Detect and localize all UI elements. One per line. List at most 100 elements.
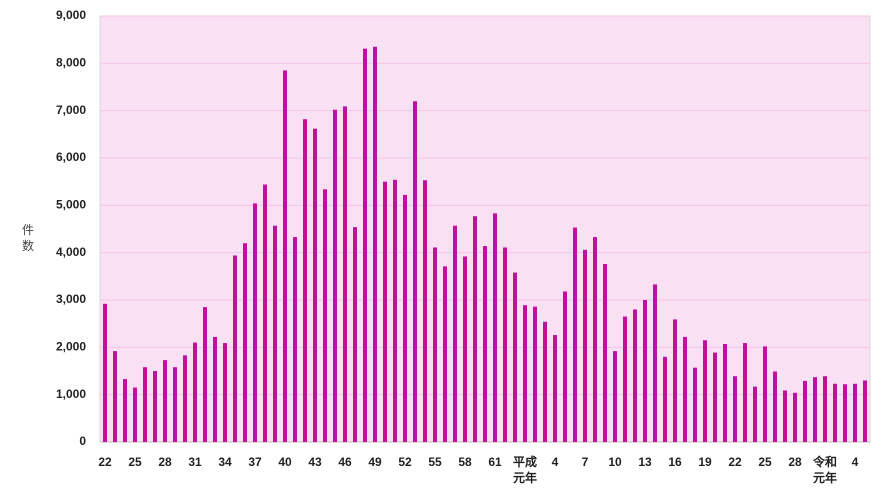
bar	[733, 376, 737, 442]
bar	[313, 128, 317, 443]
bar	[103, 303, 107, 442]
x-tick-label: 49	[368, 455, 382, 469]
y-tick-label: 6,000	[56, 150, 86, 164]
bar	[633, 309, 637, 442]
bar	[843, 384, 847, 442]
bar	[243, 243, 247, 442]
y-tick-label: 4,000	[56, 245, 86, 259]
bar	[543, 321, 547, 442]
x-tick-label: 19	[698, 455, 712, 469]
bar	[443, 266, 447, 442]
bar	[533, 306, 537, 442]
bar	[573, 227, 577, 442]
bar	[813, 377, 817, 442]
x-tick-label: 13	[638, 455, 652, 469]
bar	[223, 343, 227, 442]
bar	[453, 225, 457, 442]
bar	[123, 379, 127, 442]
y-axis-label: 件 数	[22, 223, 35, 253]
bar	[743, 343, 747, 442]
bar	[363, 48, 367, 442]
x-tick-label: 22	[728, 455, 742, 469]
bar	[483, 246, 487, 442]
bar	[293, 237, 297, 442]
bar	[133, 387, 137, 442]
x-tick-label: 16	[668, 455, 682, 469]
bar	[423, 180, 427, 442]
bar	[353, 227, 357, 442]
bar	[473, 216, 477, 442]
x-tick-label: 25	[128, 455, 142, 469]
bar	[113, 351, 117, 442]
bar	[643, 300, 647, 442]
bar	[603, 264, 607, 442]
bar	[393, 179, 397, 443]
x-tick-label: 37	[248, 455, 262, 469]
x-tick-label: 46	[338, 455, 352, 469]
bar	[233, 255, 237, 442]
bar	[753, 386, 757, 442]
x-tick-label: 平成 元年	[512, 455, 537, 485]
bar	[263, 184, 267, 443]
bar	[503, 247, 507, 442]
bar	[333, 109, 337, 442]
x-tick-label: 55	[428, 455, 442, 469]
bar	[593, 237, 597, 442]
bar	[163, 360, 167, 442]
bar	[213, 336, 217, 442]
bar	[773, 371, 777, 442]
bar	[403, 194, 407, 442]
x-tick-label: 22	[98, 455, 112, 469]
y-tick-label: 0	[79, 434, 86, 448]
y-tick-label: 8,000	[56, 56, 86, 70]
bar	[693, 367, 697, 442]
bar	[863, 380, 867, 442]
bar	[673, 319, 677, 442]
bar	[143, 367, 147, 442]
y-tick-label: 1,000	[56, 387, 86, 401]
x-tick-label: 58	[458, 455, 472, 469]
y-tick-label: 3,000	[56, 292, 86, 306]
bar	[623, 316, 627, 442]
bar	[713, 352, 717, 442]
y-tick-label: 2,000	[56, 340, 86, 354]
bar	[803, 380, 807, 442]
bar	[523, 305, 527, 442]
x-tick-label: 28	[158, 455, 172, 469]
x-tick-label: 28	[788, 455, 802, 469]
bar	[493, 213, 497, 442]
bar	[203, 307, 207, 442]
bar	[303, 119, 307, 442]
bar	[153, 371, 157, 442]
bar	[433, 247, 437, 442]
bar	[663, 356, 667, 442]
bar	[833, 383, 837, 442]
x-tick-label: 4	[551, 455, 559, 469]
x-tick-label: 52	[398, 455, 412, 469]
bar	[723, 344, 727, 442]
bar	[703, 340, 707, 442]
bar	[253, 203, 257, 442]
y-tick-label: 9,000	[56, 8, 86, 22]
bar	[683, 336, 687, 442]
bar	[463, 256, 467, 442]
bar	[343, 106, 347, 442]
x-tick-label: 43	[308, 455, 322, 469]
bar	[563, 291, 567, 442]
y-tick-label: 5,000	[56, 198, 86, 212]
x-tick-label: 10	[608, 455, 622, 469]
bar	[373, 46, 377, 443]
bar	[193, 342, 197, 442]
y-tick-label: 7,000	[56, 103, 86, 117]
bar	[183, 355, 187, 442]
bar	[173, 367, 177, 442]
bar	[653, 284, 657, 442]
x-tick-label: 25	[758, 455, 772, 469]
x-tick-label: 34	[218, 455, 232, 469]
bar	[613, 351, 617, 442]
bar	[513, 272, 517, 442]
x-tick-label: 31	[188, 455, 202, 469]
bar	[823, 376, 827, 442]
